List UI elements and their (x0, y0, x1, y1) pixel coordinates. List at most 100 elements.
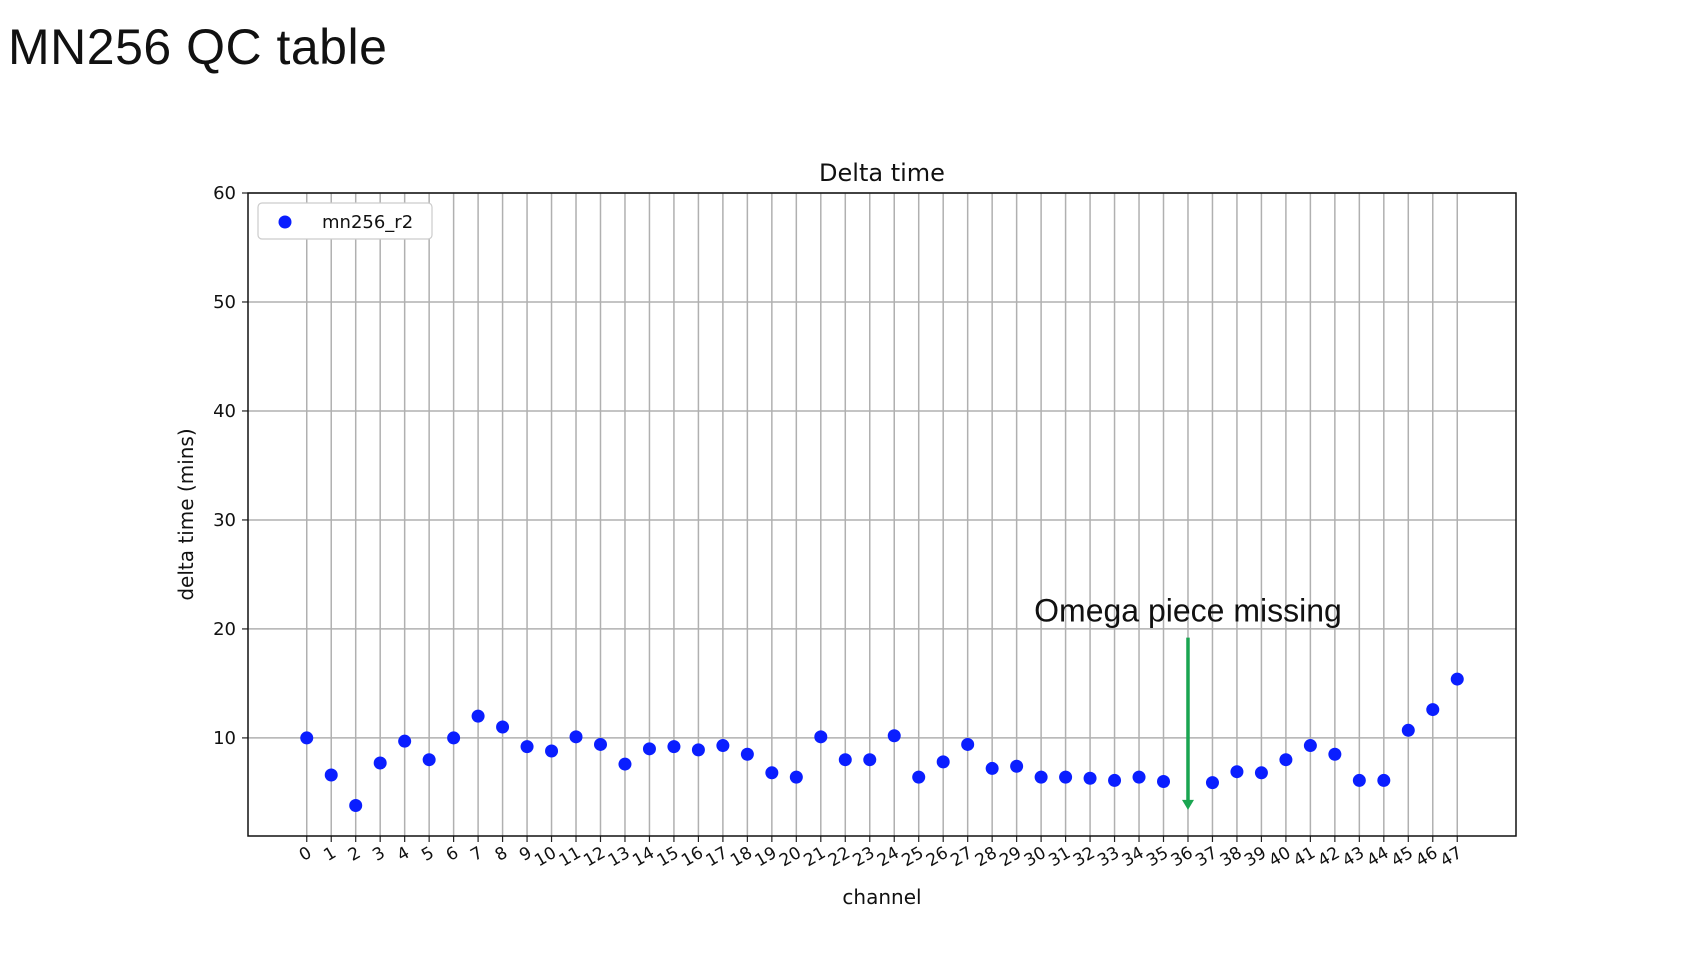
x-tick-label: 46 (1413, 843, 1442, 871)
x-tick-label: 4 (394, 843, 413, 866)
data-point (740, 747, 754, 761)
x-tick-label: 34 (1119, 843, 1148, 871)
data-point (667, 740, 681, 754)
y-tick-label: 50 (213, 292, 236, 313)
data-point (1108, 773, 1122, 787)
x-tick-label: 16 (678, 843, 707, 871)
x-tick-label: 7 (467, 843, 486, 866)
data-point (471, 709, 485, 723)
x-tick-label: 10 (531, 843, 560, 871)
x-tick-label: 3 (369, 843, 388, 866)
data-point (1279, 753, 1293, 767)
legend-marker (278, 215, 292, 229)
data-point (618, 757, 632, 771)
data-point (1034, 770, 1048, 784)
data-point (814, 730, 828, 744)
data-point (520, 740, 534, 754)
annotation-text: Omega piece missing (1034, 593, 1342, 629)
x-tick-label: 14 (629, 843, 658, 871)
data-point (1230, 765, 1244, 779)
data-point (1426, 703, 1440, 717)
x-tick-label: 47 (1437, 843, 1466, 871)
data-point (936, 755, 950, 769)
data-point (765, 766, 779, 780)
data-point (716, 739, 730, 753)
x-tick-label: 18 (727, 843, 756, 871)
x-tick-label: 38 (1217, 843, 1246, 871)
x-tick-label: 42 (1315, 843, 1344, 871)
x-tick-label: 40 (1266, 843, 1295, 871)
data-point (545, 744, 559, 758)
data-point (1254, 766, 1268, 780)
x-tick-label: 2 (345, 843, 364, 866)
x-tick-label: 24 (874, 843, 903, 871)
x-tick-label: 26 (923, 843, 952, 871)
x-tick-label: 27 (947, 843, 976, 871)
data-point (642, 742, 656, 756)
x-tick-label: 22 (825, 843, 854, 871)
x-tick-label: 44 (1364, 843, 1393, 871)
x-tick-label: 30 (1021, 843, 1050, 871)
data-point (1352, 773, 1366, 787)
x-tick-label: 15 (654, 843, 683, 871)
data-point (691, 743, 705, 757)
y-tick-label: 30 (213, 510, 236, 531)
x-tick-label: 12 (580, 843, 609, 871)
y-tick-label: 20 (213, 619, 236, 640)
data-points (300, 672, 1464, 812)
data-point (349, 798, 363, 812)
data-point (1450, 672, 1464, 686)
y-tick-label: 10 (213, 728, 236, 749)
data-point (324, 768, 338, 782)
data-point (912, 770, 926, 784)
x-tick-label: 21 (801, 843, 830, 871)
data-point (447, 731, 461, 745)
x-tick-label: 1 (320, 843, 339, 866)
x-tick-label: 37 (1192, 843, 1221, 871)
legend-label: mn256_r2 (322, 212, 413, 233)
x-tick-label: 5 (418, 843, 437, 866)
data-point (1303, 739, 1317, 753)
data-point (1059, 770, 1073, 784)
x-tick-label: 8 (492, 843, 511, 866)
x-tick-label: 20 (776, 843, 805, 871)
data-point (1401, 723, 1415, 737)
data-point (863, 753, 877, 767)
x-tick-label: 32 (1070, 843, 1099, 871)
plot-frame (247, 192, 1517, 837)
x-tick-label: 25 (898, 843, 927, 871)
x-tick-label: 33 (1094, 843, 1123, 871)
x-tick-label: 31 (1045, 843, 1074, 871)
data-point (300, 731, 314, 745)
x-tick-label: 45 (1388, 843, 1417, 871)
data-point (961, 737, 975, 751)
data-point (496, 720, 510, 734)
x-tick-label: 41 (1290, 843, 1319, 871)
annotation-arrowhead (1181, 799, 1194, 810)
x-tick-label: 0 (296, 843, 315, 866)
data-point (373, 756, 387, 770)
x-tick-label: 23 (850, 843, 879, 871)
data-point (789, 770, 803, 784)
data-point (887, 729, 901, 743)
x-tick-label: 28 (972, 843, 1001, 871)
slide-title: MN256 QC table (8, 19, 388, 75)
data-point (593, 737, 607, 751)
legend: mn256_r2 (257, 202, 433, 240)
data-point (569, 730, 583, 744)
x-axis-label: channel (842, 885, 921, 909)
data-point (1132, 770, 1146, 784)
data-point (422, 753, 436, 767)
y-axis-label: delta time (mins) (174, 428, 198, 600)
annotation: Omega piece missing (1034, 593, 1342, 810)
data-point (1377, 773, 1391, 787)
x-tick-label: 17 (703, 843, 732, 871)
data-point (838, 753, 852, 767)
data-point (1010, 759, 1024, 773)
legend-box (257, 202, 433, 240)
x-tick-label: 35 (1143, 843, 1172, 871)
x-tick-label: 11 (556, 843, 585, 871)
data-point (1328, 747, 1342, 761)
y-tick-label: 60 (213, 183, 236, 204)
